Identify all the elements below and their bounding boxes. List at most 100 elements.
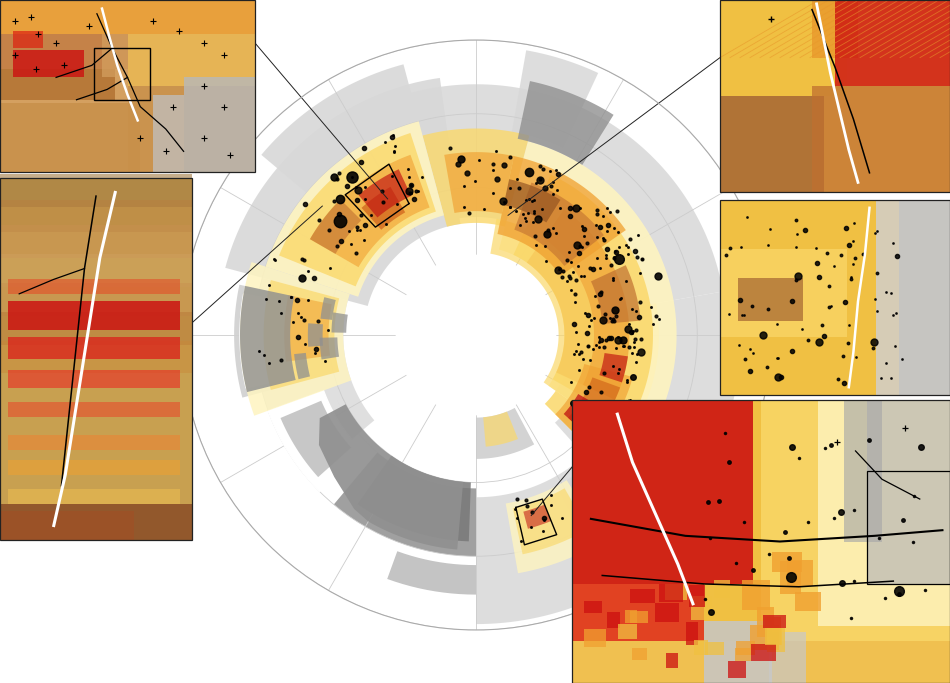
- Polygon shape: [310, 155, 429, 267]
- Bar: [8, 337, 180, 359]
- Bar: [631, 589, 656, 603]
- Polygon shape: [557, 462, 630, 538]
- Bar: [153, 95, 183, 172]
- Bar: [94, 48, 150, 100]
- Bar: [795, 592, 821, 611]
- Polygon shape: [342, 398, 471, 542]
- Bar: [705, 642, 724, 655]
- Polygon shape: [513, 488, 588, 555]
- Polygon shape: [308, 323, 323, 347]
- Bar: [818, 400, 950, 626]
- Polygon shape: [362, 187, 406, 229]
- Bar: [0, 254, 192, 287]
- Bar: [632, 648, 647, 660]
- Bar: [720, 0, 950, 192]
- Bar: [877, 200, 950, 395]
- Polygon shape: [503, 93, 723, 317]
- Bar: [12, 50, 85, 77]
- Bar: [8, 402, 180, 417]
- Bar: [0, 0, 255, 172]
- Polygon shape: [319, 337, 339, 359]
- Polygon shape: [568, 378, 620, 438]
- Bar: [742, 579, 770, 610]
- Polygon shape: [294, 353, 310, 379]
- Bar: [0, 341, 192, 374]
- Bar: [765, 628, 782, 645]
- Polygon shape: [423, 128, 529, 227]
- Bar: [0, 178, 192, 540]
- Polygon shape: [266, 122, 444, 296]
- Bar: [0, 174, 192, 207]
- Bar: [607, 612, 620, 628]
- Polygon shape: [555, 364, 633, 449]
- Polygon shape: [388, 551, 476, 595]
- Bar: [666, 653, 678, 668]
- Polygon shape: [240, 294, 292, 388]
- Bar: [618, 624, 637, 639]
- Polygon shape: [255, 278, 374, 477]
- Bar: [8, 489, 180, 504]
- Bar: [735, 647, 751, 660]
- Polygon shape: [599, 353, 628, 382]
- Polygon shape: [498, 156, 626, 276]
- Polygon shape: [320, 297, 335, 320]
- Bar: [8, 301, 180, 330]
- Circle shape: [396, 255, 556, 415]
- Bar: [763, 615, 786, 628]
- Polygon shape: [234, 285, 299, 398]
- Polygon shape: [504, 179, 560, 223]
- Bar: [572, 400, 780, 641]
- Bar: [692, 596, 712, 619]
- Polygon shape: [523, 505, 551, 529]
- Bar: [8, 370, 180, 388]
- Bar: [0, 225, 192, 257]
- Polygon shape: [263, 280, 339, 390]
- Bar: [765, 617, 782, 645]
- Bar: [572, 584, 704, 641]
- Polygon shape: [476, 408, 534, 459]
- Polygon shape: [514, 182, 604, 266]
- Bar: [656, 602, 679, 622]
- Polygon shape: [518, 81, 614, 165]
- Bar: [704, 621, 772, 683]
- Polygon shape: [499, 141, 676, 450]
- Polygon shape: [563, 394, 604, 434]
- Bar: [720, 200, 877, 395]
- Bar: [584, 601, 602, 613]
- Bar: [12, 31, 44, 48]
- Bar: [845, 400, 882, 542]
- Bar: [694, 640, 708, 655]
- Polygon shape: [513, 175, 653, 423]
- Bar: [900, 200, 950, 395]
- Polygon shape: [279, 133, 436, 286]
- Polygon shape: [332, 312, 348, 333]
- Bar: [8, 435, 180, 449]
- Bar: [736, 641, 755, 655]
- Bar: [183, 77, 255, 172]
- Bar: [720, 200, 950, 395]
- Polygon shape: [445, 152, 514, 214]
- Bar: [572, 400, 753, 584]
- Bar: [0, 69, 115, 100]
- Bar: [665, 585, 687, 600]
- Polygon shape: [310, 199, 361, 254]
- Bar: [720, 0, 846, 96]
- Polygon shape: [358, 169, 411, 217]
- Polygon shape: [284, 295, 332, 362]
- Bar: [0, 178, 192, 540]
- Bar: [714, 581, 731, 598]
- Polygon shape: [268, 391, 361, 492]
- Bar: [0, 283, 192, 316]
- Bar: [659, 584, 683, 602]
- Bar: [8, 460, 180, 475]
- Polygon shape: [240, 262, 352, 416]
- Polygon shape: [240, 286, 295, 392]
- Bar: [689, 585, 705, 607]
- Bar: [812, 0, 858, 57]
- Bar: [0, 0, 255, 34]
- Polygon shape: [526, 210, 630, 400]
- Bar: [769, 632, 807, 683]
- Bar: [127, 34, 255, 86]
- Bar: [780, 561, 801, 594]
- Bar: [0, 511, 134, 540]
